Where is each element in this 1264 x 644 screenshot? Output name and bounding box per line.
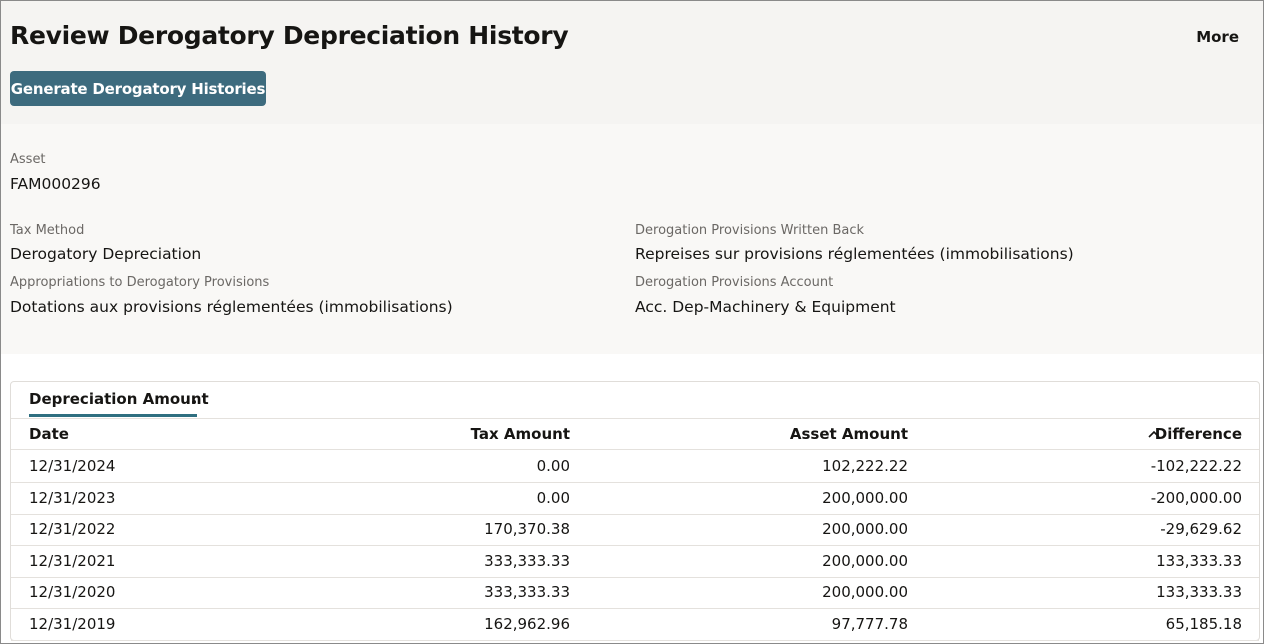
table-cell: 65,185.18 — [1165, 614, 1242, 633]
table-cell: 12/31/2021 — [29, 551, 116, 570]
table-cell: 333,333.33 — [484, 551, 570, 570]
separator — [11, 449, 1259, 450]
field-value: FAM000296 — [10, 175, 101, 193]
column-header: Date — [29, 425, 69, 443]
field-label: Appropriations to Derogatory Provisions — [10, 275, 270, 290]
table-cell: -200,000.00 — [1150, 488, 1242, 507]
page-header: Review Derogatory Depreciation History M… — [1, 1, 1263, 124]
field-label: Derogation Provisions Account — [635, 275, 834, 290]
row-separator — [11, 608, 1259, 609]
row-separator — [11, 576, 1259, 578]
field-value: Dotations aux provisions réglementées (i… — [10, 298, 453, 316]
table-cell: 12/31/2024 — [29, 457, 116, 475]
sort-icon[interactable] — [1148, 429, 1160, 439]
table-cell: 200,000.00 — [822, 551, 908, 570]
table-cell: 102,222.22 — [822, 457, 908, 475]
table-card: Depreciation Amount Date Tax Amount Asset … — [10, 381, 1260, 641]
table-cell: -102,222.22 — [1150, 457, 1242, 475]
table-cell: 133,333.33 — [1156, 583, 1242, 601]
tab-dot — [192, 400, 196, 404]
table-cell: 200,000.00 — [822, 488, 908, 507]
row-separator — [11, 639, 1259, 641]
table-cell: 200,000.00 — [822, 583, 908, 601]
field-value: Repreises sur provisions réglementées (i… — [635, 245, 1074, 263]
table-cell: 200,000.00 — [822, 520, 908, 538]
tab-underline — [29, 414, 197, 417]
field-label: Derogation Provisions Written Back — [635, 223, 865, 238]
row-separator — [11, 545, 1259, 546]
table-cell: 97,777.78 — [831, 614, 908, 633]
table-cell: 12/31/2020 — [29, 583, 116, 601]
table-cell: 12/31/2019 — [29, 614, 116, 633]
field-label: Asset — [10, 152, 46, 167]
table-cell: 162,962.96 — [484, 614, 570, 633]
table-cell: 0.00 — [536, 457, 570, 475]
table-cell: 12/31/2023 — [29, 488, 116, 507]
table-cell: 133,333.33 — [1156, 551, 1242, 570]
field-label: Tax Method — [10, 223, 85, 238]
table-cell: -29,629.62 — [1160, 520, 1242, 538]
field-value: Acc. Dep-Machinery & Equipment — [635, 298, 896, 316]
column-header: Asset Amount — [789, 425, 908, 443]
row-separator — [11, 513, 1259, 515]
page-title: Review Derogatory Depreciation History — [10, 21, 569, 50]
more-link[interactable]: More — [1196, 28, 1239, 46]
column-header: Difference — [1154, 425, 1242, 443]
row-separator — [11, 482, 1259, 483]
table-cell: 0.00 — [536, 488, 570, 507]
table-cell: 12/31/2022 — [29, 520, 116, 538]
table-cell: 333,333.33 — [484, 583, 570, 601]
tab[interactable]: Depreciation Amount — [29, 390, 209, 408]
separator — [11, 418, 1259, 419]
field-value: Derogatory Depreciation — [10, 245, 202, 263]
generate-button[interactable]: Generate Derogatory Histories — [10, 71, 266, 106]
column-header: Tax Amount — [470, 425, 570, 443]
info-panel: Asset FAM000296 Tax Method Derogatory De… — [1, 124, 1263, 354]
table-cell: 170,370.38 — [484, 520, 570, 538]
